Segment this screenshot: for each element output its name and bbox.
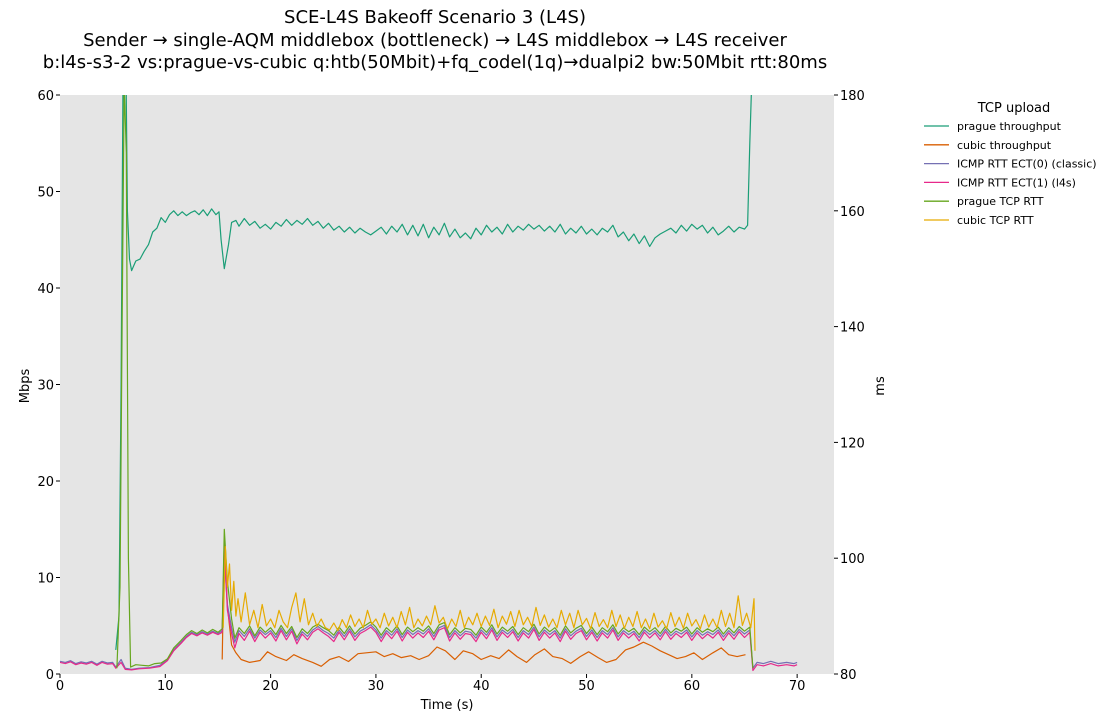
x-tick-label: 20 [262, 679, 279, 694]
y2-tick-label: 140 [840, 321, 865, 336]
series-line-icmp-rtt-ect-1-l4s [60, 546, 798, 672]
legend-title: TCP upload [977, 101, 1051, 116]
x-axis: 0 10 20 30 40 50 60 70 [56, 674, 806, 694]
legend-entry: prague throughput [957, 120, 1062, 133]
y2-axis-label: ms [873, 376, 888, 396]
series-line-cubic-tcp-rtt [222, 546, 756, 651]
y-tick-label: 10 [37, 572, 54, 587]
y-tick-label: 0 [46, 668, 54, 683]
legend-entry: cubic throughput [957, 139, 1052, 152]
series-line-prague-throughput [115, 95, 752, 650]
y-tick-label: 40 [37, 282, 54, 297]
y-axis-label: Mbps [18, 369, 33, 404]
y-axis-right: 80 100 120 140 160 180 [834, 89, 865, 683]
series-layer [60, 95, 798, 672]
x-axis-label: Time (s) [420, 698, 474, 713]
y-tick-label: 60 [37, 89, 54, 104]
x-tick-label: 50 [578, 679, 595, 694]
legend-entry: prague TCP RTT [957, 195, 1044, 208]
series-line-cubic-throughput [221, 538, 746, 667]
y-tick-label: 20 [37, 475, 54, 490]
series-line-prague-tcp-rtt [116, 95, 754, 669]
title-line-2: Sender → single-AQM middlebox (bottlenec… [83, 30, 787, 51]
legend-entry: ICMP RTT ECT(1) (l4s) [957, 176, 1076, 189]
title-line-3: b:l4s-s3-2 vs:prague-vs-cubic q:htb(50Mb… [43, 52, 827, 73]
x-tick-label: 30 [368, 679, 385, 694]
y-tick-label: 30 [37, 379, 54, 394]
legend: TCP upload prague throughput cubic throug… [924, 101, 1097, 227]
y-tick-label: 50 [37, 186, 54, 201]
series-line-icmp-rtt-ect-0-classic [60, 557, 798, 670]
plot-area [60, 95, 834, 674]
y2-tick-label: 120 [840, 436, 865, 451]
y2-tick-label: 100 [840, 552, 865, 567]
x-tick-label: 70 [789, 679, 806, 694]
x-tick-label: 0 [56, 679, 64, 694]
y2-tick-label: 180 [840, 89, 865, 104]
x-tick-label: 10 [157, 679, 174, 694]
title-line-1: SCE-L4S Bakeoff Scenario 3 (L4S) [284, 7, 586, 28]
x-tick-label: 60 [684, 679, 701, 694]
y-axis-left: 0 10 20 30 40 50 60 [37, 89, 60, 683]
y2-tick-label: 80 [840, 668, 857, 683]
legend-entry: ICMP RTT ECT(0) (classic) [957, 158, 1097, 171]
x-tick-label: 40 [473, 679, 490, 694]
y2-tick-label: 160 [840, 205, 865, 220]
legend-entry: cubic TCP RTT [957, 214, 1034, 227]
chart-title: SCE-L4S Bakeoff Scenario 3 (L4S) Sender … [43, 7, 827, 73]
